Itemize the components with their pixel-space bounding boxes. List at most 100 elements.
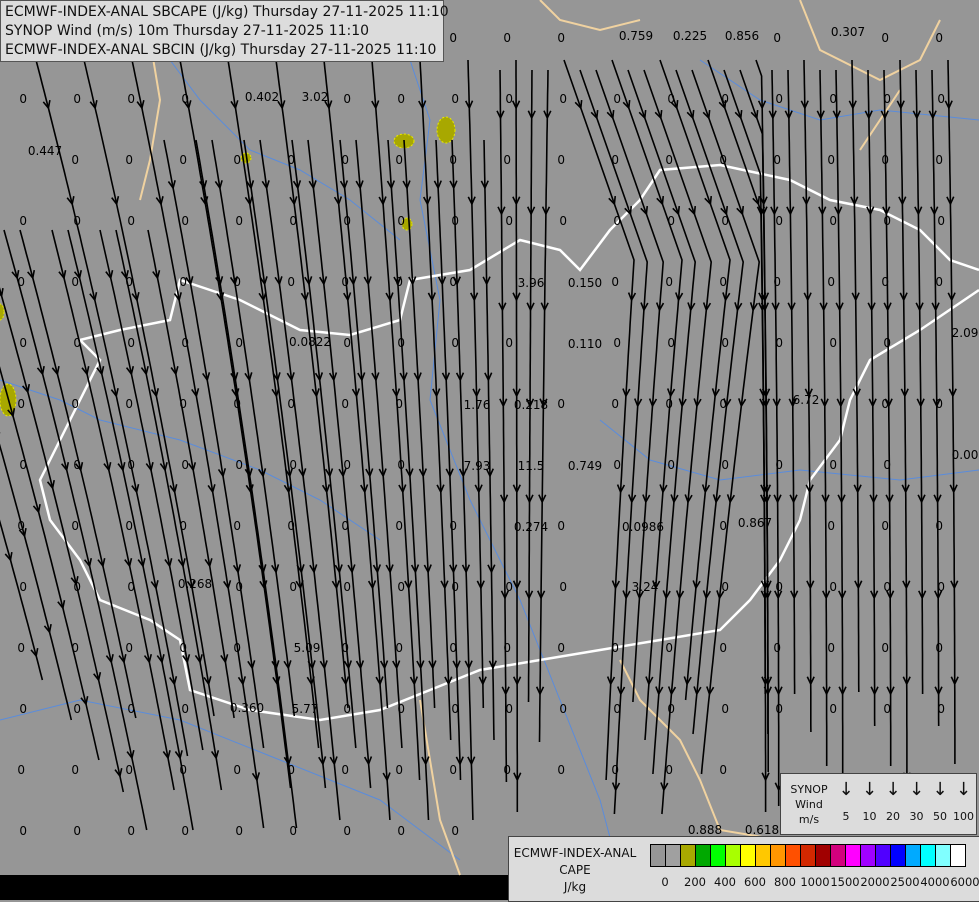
wind-speed-label: 50 (933, 810, 947, 823)
wind-arrow (367, 580, 377, 590)
station-value: 0 (613, 214, 621, 228)
wind-arrow (885, 494, 894, 504)
wind-arrow (7, 407, 16, 418)
station-value: 0 (503, 763, 511, 777)
wind-legend-item: ↓ 100 (951, 780, 977, 824)
wind-arrow (214, 180, 223, 190)
wind-arrow (232, 564, 242, 574)
color-swatch (711, 845, 726, 866)
streamline (675, 69, 745, 735)
wind-arrow (398, 484, 407, 494)
station-values: 0.759 0.225 0.856 0.307 0.402 3.02 0.447 3.96 0.… (17, 25, 978, 838)
station-value: 0 (613, 336, 621, 350)
wind-arrow (272, 372, 281, 382)
wind-arrow (901, 484, 910, 494)
streamline (915, 69, 924, 694)
station-value: 0 (775, 702, 783, 716)
wind-arrow (223, 580, 232, 590)
station-value: 0 (71, 275, 79, 289)
wind-arrow (449, 564, 458, 574)
wind-arrow (701, 484, 711, 494)
wind-arrow (720, 205, 729, 216)
wind-arrow (670, 494, 679, 504)
station-value: 0 (719, 763, 727, 777)
wind-arrow (736, 205, 745, 216)
station-value: 0 (829, 92, 837, 106)
station-value: 0.268 (178, 577, 212, 591)
station-value: 0 (449, 641, 457, 655)
wind-arrow (391, 388, 401, 398)
station-value: 0 (935, 519, 943, 533)
station-value: 0 (343, 824, 351, 838)
wind-arrow (410, 564, 420, 574)
color-swatch (726, 845, 741, 866)
wind-arrow (790, 590, 799, 600)
wind-arrow (836, 398, 845, 408)
wind-arrow (947, 292, 956, 302)
station-value: 11.5 (518, 459, 545, 473)
station-value: 0 (611, 397, 619, 411)
station-value: 0 (721, 336, 729, 350)
color-swatch (756, 845, 771, 866)
wind-arrow (616, 484, 626, 494)
station-value: 0 (935, 641, 943, 655)
wind-arrow (541, 206, 551, 216)
station-value: 0 (235, 824, 243, 838)
wind-arrow (105, 270, 114, 280)
wind-arrow (150, 388, 160, 398)
wind-arrow (525, 494, 534, 504)
streamline (131, 59, 265, 829)
wind-arrow (11, 269, 20, 280)
wind-arrow (355, 180, 364, 190)
station-value: 0 (557, 31, 565, 45)
color-swatch (936, 845, 951, 866)
station-value: 0 (937, 580, 945, 594)
wind-arrow (835, 302, 844, 312)
station-value: 0 (287, 763, 295, 777)
wind-arrow (355, 660, 365, 670)
streamline (451, 139, 474, 821)
wind-arrow (882, 206, 891, 216)
streamline (563, 59, 635, 781)
wind-arrow (501, 686, 510, 696)
station-value: 0 (667, 458, 675, 472)
wind-arrow (357, 372, 366, 382)
wind-arrow (786, 206, 795, 216)
wind-arrow (773, 494, 782, 504)
wind-arrow (675, 590, 685, 600)
wind-arrow (409, 676, 419, 686)
color-scale-tick: 2000 (860, 875, 890, 889)
station-value: 0 (827, 275, 835, 289)
streamline (851, 59, 860, 693)
station-value: 0 (503, 153, 511, 167)
wind-arrow (590, 109, 599, 120)
wind-arrow (428, 660, 437, 670)
wind-arrow (283, 660, 292, 670)
wind-arrow (343, 292, 352, 302)
wind-arrow (125, 366, 135, 376)
station-value: 0 (667, 702, 675, 716)
wind-arrow (898, 196, 907, 206)
station-value: 0 (73, 824, 81, 838)
wind-arrow (512, 388, 521, 398)
wind-arrow (704, 195, 713, 206)
wind-arrow (422, 196, 432, 206)
wind-arrow (191, 388, 200, 398)
station-value: 0 (181, 92, 189, 106)
wind-arrow (667, 686, 677, 696)
wind-arrow (174, 750, 183, 760)
station-value: 0 (127, 702, 135, 716)
wind-arrow (114, 768, 123, 778)
wind-arrow (185, 276, 194, 286)
wind-arrow (655, 302, 665, 312)
streamline (483, 139, 495, 741)
station-value: 0 (235, 214, 243, 228)
station-value: 0 (341, 763, 349, 777)
station-value: 0 (71, 763, 79, 777)
station-value: 0 (505, 336, 513, 350)
station-value: 0 (341, 519, 349, 533)
streamline (275, 59, 349, 709)
wind-arrow (334, 564, 343, 574)
wind-arrow (75, 462, 84, 472)
